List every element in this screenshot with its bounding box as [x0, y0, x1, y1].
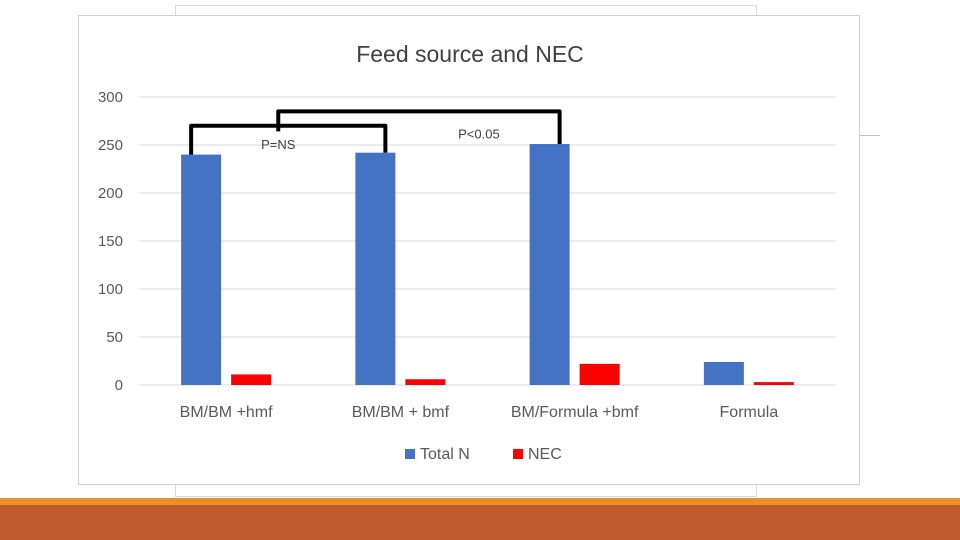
bar-total-n [529, 144, 570, 385]
slide-accent-band [0, 505, 960, 540]
legend-swatch [513, 449, 523, 459]
bar-chart: Feed source and NEC 0 50 100 150 200 250 300 B… [98, 41, 836, 463]
legend-label: NEC [528, 446, 562, 463]
significance-label: P<0.05 [458, 126, 500, 141]
significance-label: P=NS [261, 137, 296, 152]
y-tick-label: 100 [98, 281, 123, 298]
bar-nec [753, 382, 794, 385]
chart-title: Feed source and NEC [356, 41, 584, 67]
bar-total-n [355, 152, 396, 385]
x-tick-label: BM/BM +hmf [180, 404, 273, 421]
bar-nec [579, 363, 620, 385]
bar-total-n [181, 154, 222, 385]
slide-accent-band-light [0, 498, 960, 505]
y-tick-label: 300 [98, 89, 123, 106]
significance-bracket [276, 109, 562, 145]
chart-container: Feed source and NEC 0 50 100 150 200 250 300 B… [78, 15, 860, 485]
y-tick-label: 150 [98, 233, 123, 250]
bar-nec [231, 374, 272, 385]
y-tick-label: 0 [115, 377, 123, 394]
y-tick-label: 50 [106, 329, 123, 346]
bar-nec [405, 379, 446, 385]
x-tick-label: BM/BM + bmf [352, 404, 450, 421]
legend-label: Total N [420, 446, 470, 463]
legend-swatch [405, 449, 415, 459]
y-tick-label: 200 [98, 185, 123, 202]
x-tick-label: Formula [720, 404, 779, 421]
bar-total-n [703, 361, 744, 385]
y-tick-label: 250 [98, 137, 123, 154]
significance-bracket [189, 123, 388, 155]
x-tick-label: BM/Formula +bmf [511, 404, 639, 421]
